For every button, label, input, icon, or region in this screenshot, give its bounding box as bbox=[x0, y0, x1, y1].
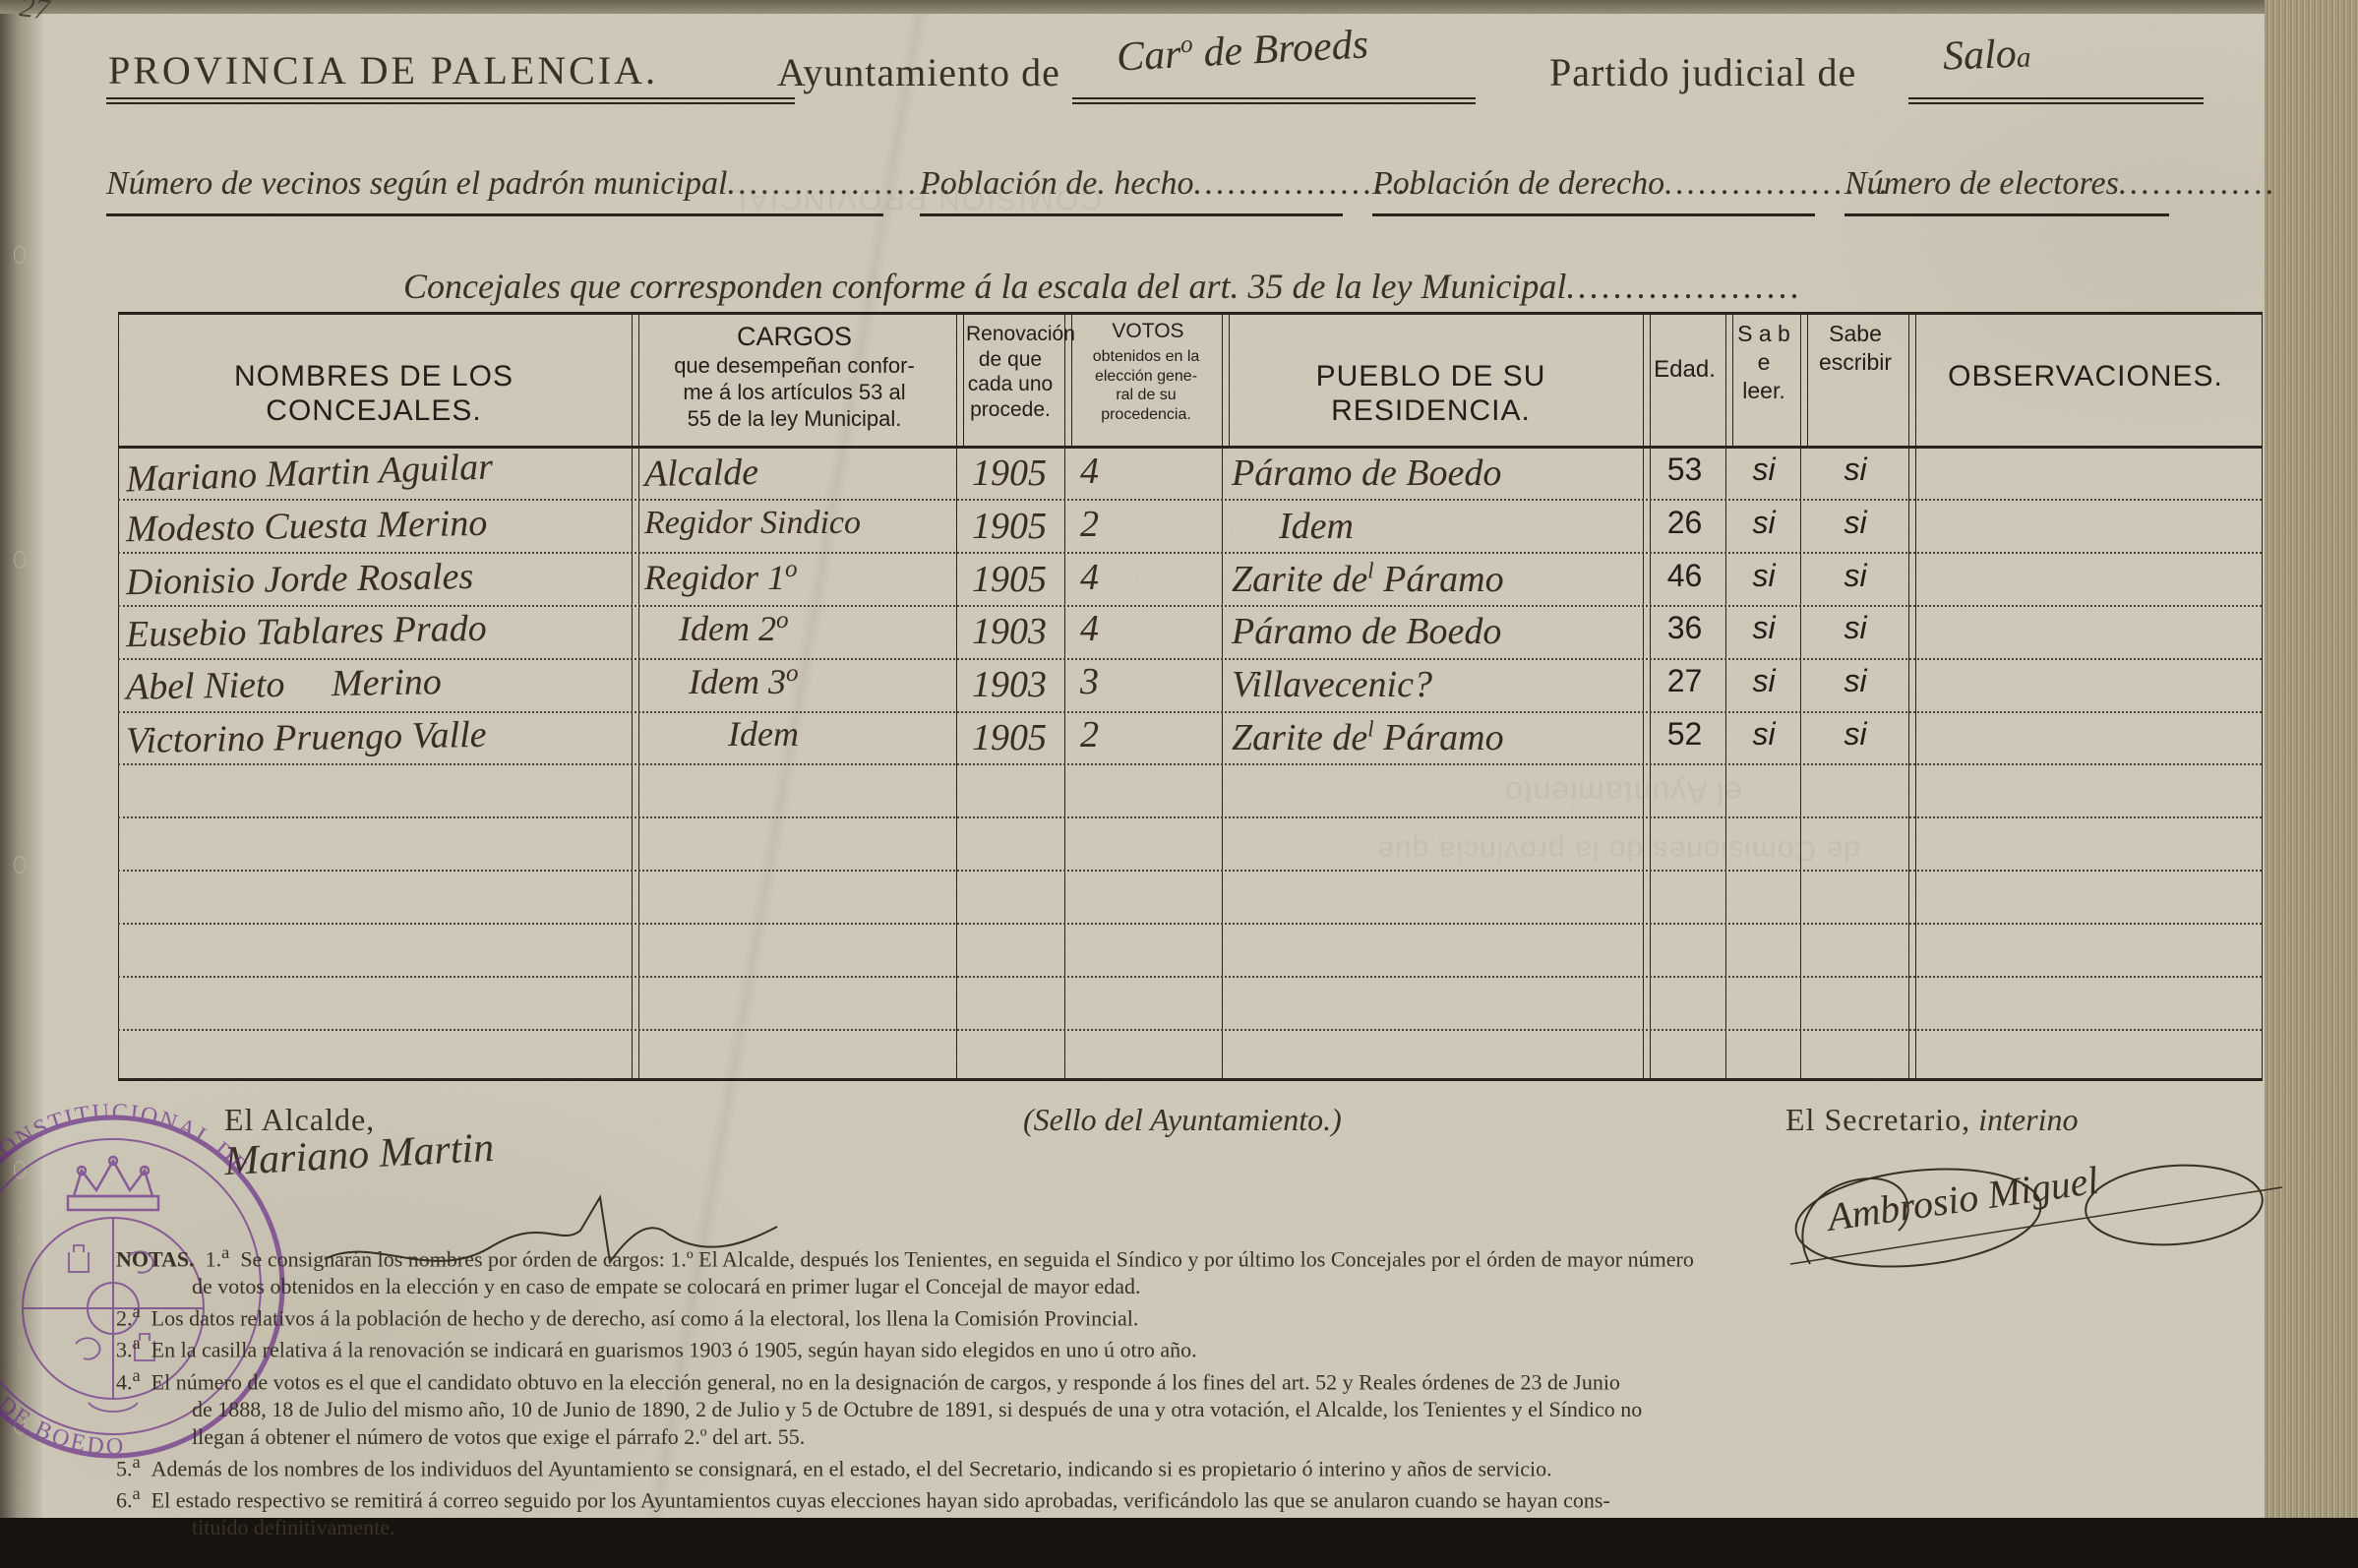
svg-text:PARAMO DE BOEDO: PARAMO DE BOEDO bbox=[0, 1293, 126, 1460]
